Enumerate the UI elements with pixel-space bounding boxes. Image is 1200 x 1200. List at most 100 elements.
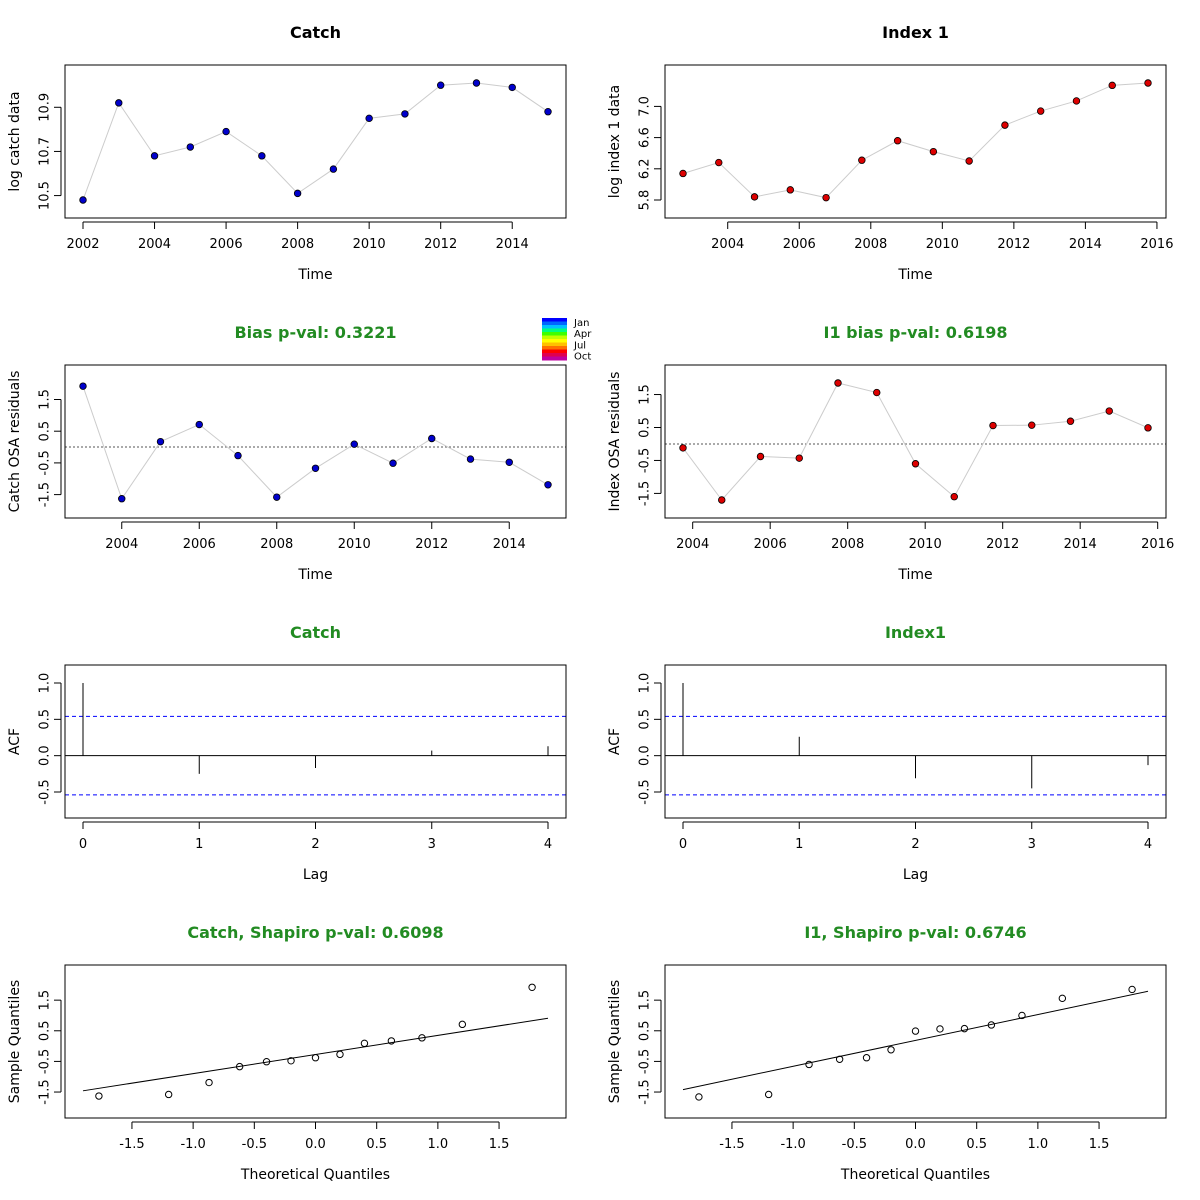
x-tick-label: 2016 bbox=[1140, 237, 1173, 252]
data-point bbox=[1058, 994, 1067, 1003]
data-point bbox=[965, 157, 973, 165]
x-tick-label: 1 bbox=[195, 837, 203, 852]
y-tick-label: 10.9 bbox=[38, 93, 53, 122]
data-point bbox=[873, 388, 881, 397]
data-point bbox=[428, 434, 436, 443]
plot-frame bbox=[664, 964, 1167, 1119]
data-point bbox=[1036, 107, 1045, 115]
legend-swatch bbox=[542, 328, 567, 333]
x-tick-label: -1.5 bbox=[719, 1137, 744, 1152]
y-tick-label: 6.2 bbox=[638, 158, 653, 179]
qq-reference-line bbox=[682, 990, 1149, 1091]
data-point bbox=[293, 189, 302, 198]
chart-title: Catch bbox=[290, 23, 341, 42]
y-tick-label: 1.0 bbox=[638, 673, 653, 694]
y-tick-label: 1.5 bbox=[638, 990, 653, 1011]
data-point bbox=[458, 1020, 467, 1029]
chart-title: Index1 bbox=[885, 623, 946, 642]
data-point bbox=[195, 420, 203, 429]
x-axis-label: Lag bbox=[303, 867, 328, 883]
data-point bbox=[936, 1025, 944, 1033]
data-point bbox=[164, 1090, 173, 1099]
data-point bbox=[1028, 421, 1036, 429]
data-point bbox=[365, 114, 373, 123]
plot-area bbox=[679, 79, 1152, 202]
chart-title: Index 1 bbox=[882, 23, 949, 42]
x-tick-label: 2014 bbox=[493, 537, 526, 552]
data-point bbox=[1018, 1011, 1026, 1020]
data-point bbox=[350, 440, 358, 448]
y-tick-label: -1.5 bbox=[638, 481, 653, 506]
series-line bbox=[682, 382, 1149, 501]
data-point bbox=[822, 193, 830, 202]
data-point bbox=[505, 458, 513, 466]
data-point bbox=[287, 1057, 295, 1065]
plot-frame bbox=[664, 364, 1167, 519]
data-point bbox=[336, 1050, 344, 1059]
y-tick-label: 10.5 bbox=[38, 181, 53, 210]
data-point bbox=[756, 452, 765, 461]
y-tick-label: -1.5 bbox=[38, 482, 53, 507]
legend-swatch bbox=[542, 353, 567, 357]
plot-frame bbox=[64, 64, 567, 219]
data-point bbox=[186, 143, 195, 151]
x-tick-label: 2008 bbox=[281, 237, 314, 252]
y-tick-label: -0.5 bbox=[38, 1049, 53, 1074]
y-tick-label: 1.5 bbox=[38, 389, 53, 410]
legend-swatch bbox=[542, 346, 567, 350]
data-point bbox=[222, 127, 230, 136]
x-tick-label: 2014 bbox=[1064, 537, 1097, 552]
data-point bbox=[156, 437, 165, 446]
data-point bbox=[960, 1024, 969, 1033]
x-tick-label: 1.0 bbox=[428, 1137, 449, 1152]
data-point bbox=[1144, 79, 1152, 87]
legend-label: Jul bbox=[573, 340, 586, 351]
data-point bbox=[989, 421, 997, 430]
data-point bbox=[150, 152, 159, 160]
data-point bbox=[118, 495, 126, 503]
y-tick-label: 0.5 bbox=[638, 1020, 653, 1041]
legend-swatch bbox=[542, 325, 567, 329]
data-point bbox=[1128, 985, 1136, 994]
legend-swatch bbox=[542, 321, 567, 326]
plot-frame bbox=[664, 64, 1167, 219]
x-tick-label: 1.5 bbox=[489, 1137, 510, 1152]
x-tick-label: 0 bbox=[679, 837, 687, 852]
data-point bbox=[950, 493, 958, 501]
data-point bbox=[205, 1078, 213, 1087]
chart-panel-8: I1, Shapiro p-val: 0.6746 -1.5 -1.0 -0.5 0.0… bbox=[607, 923, 1167, 1183]
data-point bbox=[234, 451, 242, 460]
data-point bbox=[235, 1062, 244, 1071]
x-tick-label: 2004 bbox=[711, 237, 744, 252]
series-line bbox=[682, 82, 1149, 199]
y-axis-label: Sample Quantiles bbox=[607, 980, 623, 1103]
y-tick-label: 0.5 bbox=[38, 421, 53, 442]
x-tick-label: 2 bbox=[311, 837, 319, 852]
x-tick-label: 2012 bbox=[986, 537, 1019, 552]
y-tick-label: 0.0 bbox=[638, 745, 653, 766]
plot-area bbox=[665, 379, 1166, 504]
x-tick-label: 2004 bbox=[676, 537, 709, 552]
data-point bbox=[1108, 81, 1116, 90]
y-axis-label: ACF bbox=[607, 728, 623, 755]
data-point bbox=[360, 1039, 369, 1048]
chart-title: Catch bbox=[290, 623, 341, 642]
data-point bbox=[887, 1046, 895, 1054]
x-tick-label: 2010 bbox=[909, 537, 942, 552]
y-tick-label: 6.6 bbox=[638, 127, 653, 148]
x-axis-label: Time bbox=[297, 267, 332, 283]
data-point bbox=[911, 1027, 920, 1035]
y-tick-label: 7.0 bbox=[638, 96, 653, 117]
chart-panel-2: Index 1 2004 2006 2008 2010 2012 2014 2016 Time 5… bbox=[607, 23, 1173, 283]
y-tick-label: -0.5 bbox=[38, 779, 53, 804]
data-point bbox=[695, 1093, 703, 1101]
legend-swatch bbox=[542, 349, 567, 354]
data-point bbox=[715, 158, 723, 167]
plot-frame bbox=[664, 664, 1167, 819]
x-tick-label: 1.5 bbox=[1089, 1137, 1110, 1152]
data-point bbox=[679, 444, 687, 452]
plot-frame bbox=[64, 664, 567, 819]
data-point bbox=[418, 1034, 426, 1042]
x-tick-label: 2012 bbox=[415, 537, 448, 552]
chart-title: I1, Shapiro p-val: 0.6746 bbox=[804, 923, 1026, 942]
